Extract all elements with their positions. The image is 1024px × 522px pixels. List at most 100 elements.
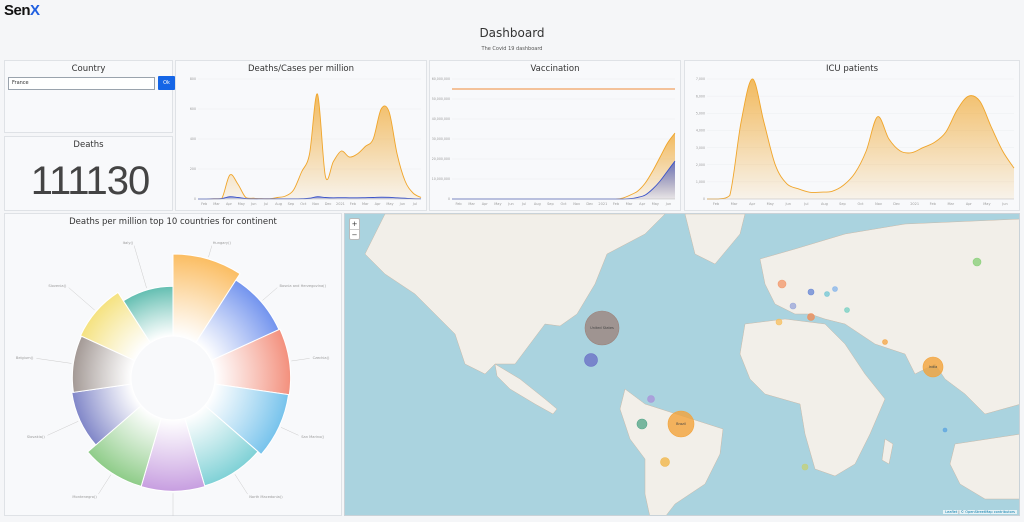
x-tick-label: May: [238, 202, 245, 206]
y-tick-label: 20,000,000: [432, 157, 450, 161]
bubble-label: India: [929, 365, 938, 369]
ok-button[interactable]: Ok: [158, 76, 175, 90]
y-tick-label: 3,000: [696, 146, 705, 150]
land-north-america: [364, 214, 666, 375]
country-bubble[interactable]: [584, 353, 598, 367]
polar-segment[interactable]: [122, 285, 174, 344]
country-bubble[interactable]: [801, 463, 809, 471]
x-tick-label: Jul: [263, 202, 268, 206]
country-input[interactable]: France: [8, 77, 155, 90]
label-leader: [133, 245, 147, 289]
y-tick-label: 0: [448, 197, 450, 201]
country-bubble[interactable]: [789, 302, 797, 310]
polar-label: Hungary(): [213, 241, 232, 245]
country-bubble[interactable]: [882, 339, 888, 345]
x-tick-label: Mar: [626, 202, 633, 206]
x-tick-label: Jun: [1001, 202, 1007, 206]
country-bubble[interactable]: [807, 288, 815, 296]
logo-text: Sen: [4, 2, 31, 19]
y-tick-label: 50,000,000: [432, 97, 450, 101]
polar-segment[interactable]: [204, 383, 290, 456]
label-leader: [98, 474, 112, 495]
logo[interactable]: SenX: [4, 2, 40, 19]
country-bubble[interactable]: [636, 418, 648, 430]
country-bubble[interactable]: [832, 286, 838, 292]
label-leader: [291, 358, 310, 362]
y-tick-label: 200: [190, 167, 196, 171]
x-tick-label: Apr: [226, 202, 233, 206]
country-bubble[interactable]: [972, 257, 982, 267]
series-area: [452, 161, 675, 199]
polar-segment[interactable]: [71, 383, 142, 446]
polar-segment[interactable]: [79, 291, 151, 362]
map-canvas[interactable]: United States Brazil India: [345, 214, 1020, 516]
y-tick-label: 5,000: [696, 111, 705, 115]
country-bubble[interactable]: [777, 279, 787, 289]
x-tick-label: Aug: [821, 202, 828, 206]
x-tick-label: Apr: [482, 202, 489, 206]
country-bubble[interactable]: [647, 395, 655, 403]
series-area: [707, 79, 1014, 199]
y-tick-label: 10,000,000: [432, 177, 450, 181]
land-australia: [949, 434, 1019, 500]
x-tick-label: May: [767, 202, 774, 206]
x-tick-label: Oct: [300, 202, 307, 206]
zoom-out-button[interactable]: −: [350, 229, 359, 239]
x-tick-label: Apr: [749, 202, 756, 206]
x-tick-label: May: [983, 202, 990, 206]
country-bubble[interactable]: [660, 457, 670, 467]
y-tick-label: 60,000,000: [432, 77, 450, 81]
x-tick-label: Feb: [455, 202, 462, 206]
y-tick-label: 2,000: [696, 163, 705, 167]
country-bubble[interactable]: [824, 291, 830, 297]
x-tick-label: Sep: [839, 202, 846, 206]
logo-x: X: [30, 2, 40, 19]
country-bubble[interactable]: [775, 318, 783, 326]
leaflet-link[interactable]: Leaflet: [945, 510, 958, 514]
country-bubble[interactable]: [844, 307, 850, 313]
polar-chart-card: Deaths per million top 10 countries for …: [4, 213, 342, 516]
deaths-cases-chart: 0 200 400 600 800 Feb Mar Apr May Jun Jul Aug Sep Oct…: [190, 77, 422, 206]
chart-title: Deaths/Cases per million: [247, 64, 355, 74]
x-tick-label: 2021: [336, 202, 345, 206]
x-tick-label: May: [386, 202, 393, 206]
land-eurasia: [759, 218, 1019, 415]
polar-segment[interactable]: [210, 328, 292, 396]
polar-label: Italy(): [123, 241, 134, 245]
osm-link[interactable]: © OpenStreetMap contributors: [960, 510, 1015, 514]
land-greenland: [684, 214, 746, 265]
country-bubble[interactable]: [584, 310, 620, 346]
x-tick-label: Mar: [947, 202, 954, 206]
country-bubble[interactable]: [667, 410, 695, 438]
country-card: Country France Ok: [4, 60, 175, 133]
deaths-count: 111130: [30, 159, 151, 203]
x-tick-label: Jul: [803, 202, 808, 206]
page-subtitle: The Covid 19 dashboard: [481, 46, 543, 52]
zoom-in-button[interactable]: +: [351, 220, 358, 228]
series-line: [198, 196, 422, 200]
x-tick-label: Dec: [893, 202, 900, 206]
land-madagascar: [881, 438, 894, 465]
polar-segment[interactable]: [172, 253, 241, 344]
y-tick-label: 0: [703, 197, 705, 201]
country-bubble[interactable]: [807, 313, 815, 321]
series-area: [198, 196, 421, 199]
polar-label: San Marino(): [301, 435, 325, 439]
x-tick-label: Sep: [288, 202, 295, 206]
y-tick-label: 4,000: [696, 129, 705, 133]
polar-area-chart: Hungary() Bosnia and Herzegovina() Czechia…: [16, 241, 330, 516]
country-bubble[interactable]: [922, 356, 944, 378]
x-tick-label: Feb: [713, 202, 720, 206]
country-bubble[interactable]: [942, 427, 948, 433]
x-tick-label: Jun: [507, 202, 513, 206]
icu-chart-card: ICU patients 0 1,000 2,000 3,000 4,000 5,000 6…: [684, 60, 1020, 211]
label-leader: [47, 421, 79, 436]
y-tick-label: 0: [194, 197, 196, 201]
series-line: [198, 93, 422, 200]
x-tick-label: Feb: [613, 202, 620, 206]
x-tick-label: May: [494, 202, 501, 206]
x-tick-label: Feb: [201, 202, 208, 206]
world-map[interactable]: United States Brazil India + − Leaflet | ©…: [344, 213, 1020, 516]
bubble-label: United States: [590, 326, 614, 330]
polar-segment[interactable]: [86, 404, 162, 488]
